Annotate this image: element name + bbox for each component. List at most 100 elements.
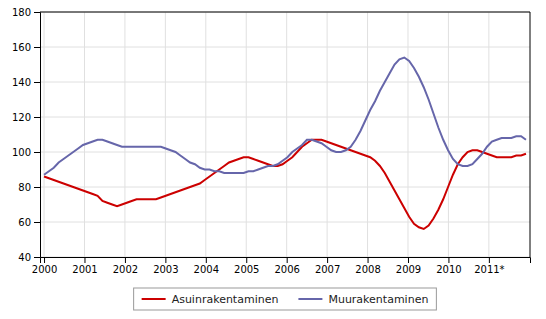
tick-label: 60 (18, 217, 31, 228)
chart-container: 2000 2001 2002 2003 2004 2005 2006 2007 2008 2009… (0, 0, 546, 319)
tick: 2002 (113, 257, 138, 275)
tick: 180 (12, 7, 40, 18)
tick-label: 140 (12, 77, 31, 88)
legend-swatch (298, 298, 322, 300)
tick-mark (125, 257, 126, 263)
tick-label: 100 (12, 147, 31, 158)
tick-mark (34, 222, 40, 223)
tick-mark (408, 257, 409, 263)
tick-mark (165, 257, 166, 263)
tick: 120 (12, 112, 40, 123)
grid-line-x (327, 12, 328, 257)
grid-line-x (407, 12, 408, 257)
tick-label: 2001 (72, 264, 97, 275)
x-axis: 2000 2001 2002 2003 2004 2005 2006 2007 2008 2009… (32, 257, 531, 275)
grid-line-y (40, 117, 530, 118)
grid-line-x (286, 12, 287, 257)
tick-label: 2003 (153, 264, 178, 275)
chart-svg: 2000 2001 2002 2003 2004 2005 2006 2007 2008 2009… (0, 0, 546, 319)
legend-swatch (142, 298, 166, 300)
grid-line-x (84, 12, 85, 257)
legend-item: Muurakentaminen (298, 293, 428, 306)
tick-mark (206, 257, 207, 263)
tick-label: 160 (12, 42, 31, 53)
tick-mark (84, 257, 85, 263)
tick: 2006 (274, 257, 299, 275)
tick-label: 2000 (32, 264, 57, 275)
tick: 2001 (72, 257, 97, 275)
tick-label: 2010 (436, 264, 461, 275)
tick-label: 2006 (274, 264, 299, 275)
tick-mark (34, 187, 40, 188)
tick: 2003 (153, 257, 178, 275)
tick-label: 2004 (194, 264, 219, 275)
tick: 40 (18, 252, 40, 263)
grid-line-x (44, 12, 45, 257)
tick: 60 (18, 217, 40, 228)
tick: 100 (12, 147, 40, 158)
lines (44, 58, 526, 230)
grid-line-y (40, 47, 530, 48)
tick: 2004 (194, 257, 219, 275)
tick-mark (34, 152, 40, 153)
tick: 2008 (355, 257, 380, 275)
grid (40, 12, 530, 257)
tick-label: 2011* (474, 264, 504, 275)
tick-mark (246, 257, 247, 263)
legend-item: Asuinrakentaminen (142, 293, 279, 306)
tick: 140 (12, 77, 40, 88)
frame-top (40, 12, 530, 13)
legend-label: Muurakentaminen (328, 293, 428, 306)
grid-line-x (448, 12, 449, 257)
grid-line-x (488, 12, 489, 257)
tick-label: 180 (12, 7, 31, 18)
tick-mark (34, 117, 40, 118)
grid-line-y (40, 187, 530, 188)
grid-line-x (246, 12, 247, 257)
tick-label: 80 (18, 182, 31, 193)
grid-line-y (40, 152, 530, 153)
tick: 2007 (315, 257, 340, 275)
axis-line (34, 13, 41, 258)
tick: 2000 (32, 257, 57, 275)
tick-label: 2007 (315, 264, 340, 275)
grid-line-y (40, 12, 530, 13)
tick-label: 2008 (355, 264, 380, 275)
series-line (44, 140, 526, 229)
tick-label: 2009 (396, 264, 421, 275)
y-axis: 40 60 80 100 120 140 160 180 (12, 7, 41, 263)
grid-line-y (40, 222, 530, 223)
axis-line (41, 258, 531, 264)
grid-line-x (205, 12, 206, 257)
plot-area: 2000 2001 2002 2003 2004 2005 2006 2007 2008 2009… (12, 7, 531, 275)
tick: 80 (18, 182, 40, 193)
legend-label: Asuinrakentaminen (172, 293, 279, 306)
tick-mark (44, 257, 45, 263)
legend-frame (134, 288, 437, 310)
tick-mark (34, 257, 40, 258)
tick: 2011* (474, 257, 504, 275)
tick-label: 40 (18, 252, 31, 263)
tick: 2005 (234, 257, 259, 275)
grid-line-y (40, 82, 530, 83)
tick-mark (34, 47, 40, 48)
series-line (44, 58, 526, 175)
tick-label: 2002 (113, 264, 138, 275)
tick: 2009 (396, 257, 421, 275)
tick-mark (489, 257, 490, 263)
tick-mark (327, 257, 328, 263)
grid-line-x (165, 12, 166, 257)
grid-line-x (124, 12, 125, 257)
grid-line-x (367, 12, 368, 257)
tick: 160 (12, 42, 40, 53)
tick-mark (34, 12, 40, 13)
tick-label: 120 (12, 112, 31, 123)
tick-mark (448, 257, 449, 263)
tick-label: 2005 (234, 264, 259, 275)
tick-mark (287, 257, 288, 263)
legend: Asuinrakentaminen Muurakentaminen (134, 288, 437, 310)
tick: 2010 (436, 257, 461, 275)
tick-mark (368, 257, 369, 263)
frame-right (530, 12, 531, 257)
tick-mark (34, 82, 40, 83)
